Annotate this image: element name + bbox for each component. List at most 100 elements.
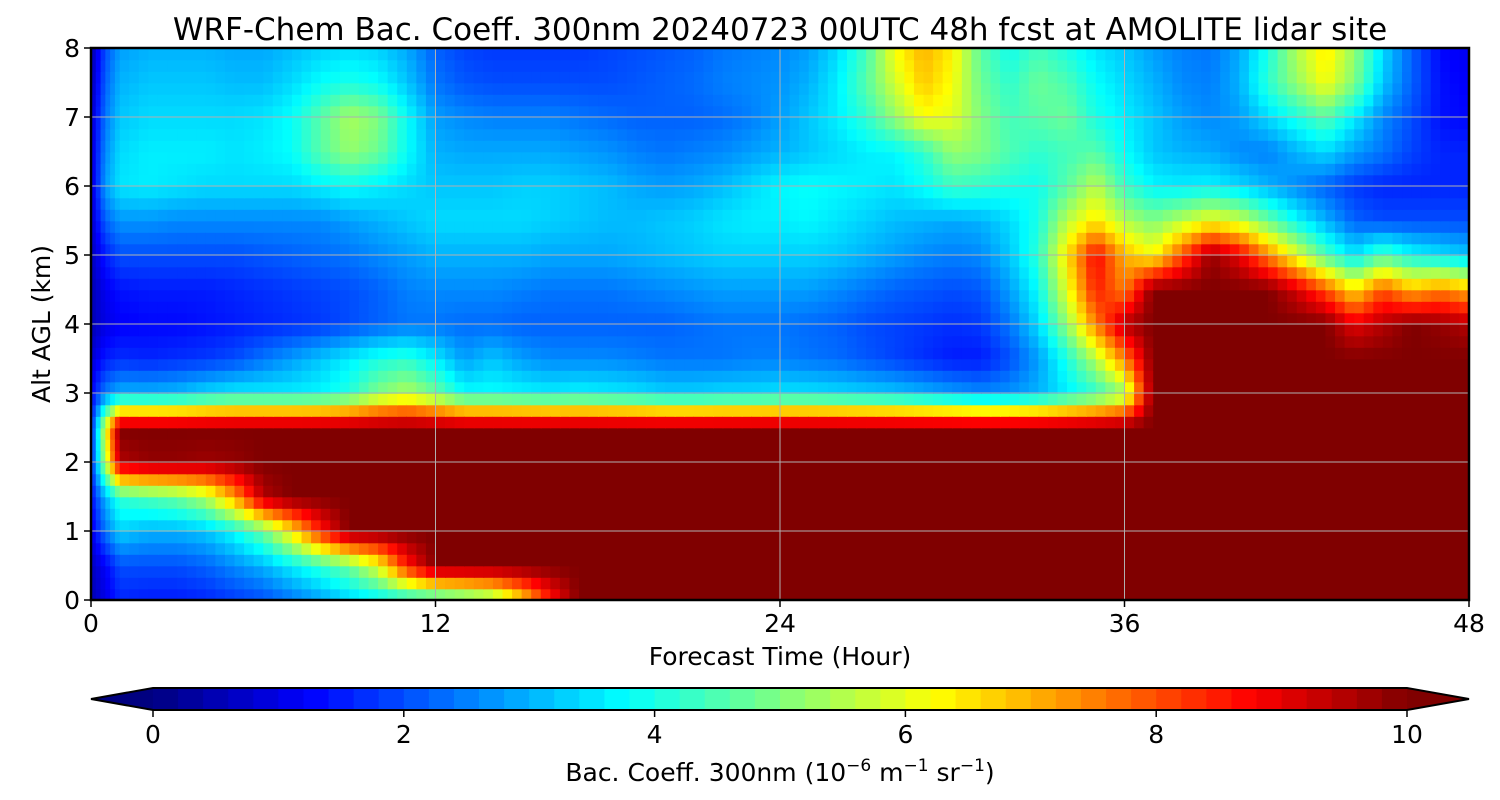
heatmap-cell [837, 508, 848, 521]
heatmap-cell [1162, 439, 1174, 452]
heatmap-cell [1248, 358, 1260, 371]
heatmap-cell [665, 358, 676, 371]
heatmap-cell [205, 347, 217, 360]
heatmap-cell [990, 416, 1001, 429]
heatmap-cell [1105, 266, 1116, 279]
heatmap-cell [378, 427, 389, 440]
heatmap-cell [473, 220, 485, 233]
heatmap-cell [114, 496, 121, 509]
heatmap-cell [961, 519, 973, 532]
heatmap-cell [138, 220, 150, 233]
heatmap-cell [473, 243, 485, 256]
heatmap-cell [272, 381, 284, 394]
heatmap-cell [1143, 450, 1155, 463]
heatmap-cell [789, 255, 800, 268]
heatmap-cell [1315, 404, 1327, 417]
heatmap-cell [703, 324, 714, 337]
heatmap-cell [1153, 220, 1164, 233]
heatmap-cell [349, 473, 360, 486]
heatmap-cell [1181, 324, 1193, 337]
heatmap-cell [942, 508, 954, 521]
heatmap-cell [1181, 301, 1193, 314]
heatmap-cell [885, 565, 896, 578]
heatmap-cell [100, 335, 107, 348]
heatmap-cell [1028, 220, 1040, 233]
heatmap-cell [588, 508, 599, 521]
heatmap-cell [837, 312, 848, 325]
heatmap-cell [368, 531, 379, 544]
heatmap-cell [550, 324, 561, 337]
heatmap-cell [904, 577, 915, 590]
heatmap-cell [1392, 531, 1403, 544]
heatmap-cell [1038, 577, 1049, 590]
heatmap-cell [1191, 416, 1202, 429]
heatmap-cell [224, 209, 236, 222]
heatmap-cell [942, 255, 954, 268]
heatmap-cell [1459, 554, 1469, 567]
heatmap-cell [234, 255, 245, 268]
heatmap-cell [1411, 565, 1422, 578]
heatmap-cell [1421, 232, 1432, 245]
heatmap-cell [282, 439, 293, 452]
heatmap-cell [397, 232, 408, 245]
heatmap-cell [550, 542, 561, 555]
heatmap-cell [1287, 324, 1298, 337]
heatmap-cell [454, 450, 466, 463]
heatmap-cell [129, 588, 140, 600]
heatmap-cell [693, 370, 705, 383]
heatmap-cell [1076, 554, 1088, 567]
heatmap-cell [119, 565, 131, 578]
heatmap-cell [971, 427, 982, 440]
heatmap-cell [91, 232, 97, 245]
heatmap-cell [942, 542, 954, 555]
heatmap-cell [894, 462, 906, 475]
heatmap-cell [196, 232, 207, 245]
heatmap-cell [502, 508, 513, 521]
heatmap-cell [483, 335, 494, 348]
heatmap-cell [559, 335, 571, 348]
heatmap-cell [1220, 278, 1231, 291]
heatmap-cell [1421, 335, 1432, 348]
heatmap-cell [789, 404, 800, 417]
heatmap-cell [866, 496, 877, 509]
heatmap-cell [1335, 531, 1346, 544]
heatmap-cell [1076, 243, 1088, 256]
heatmap-cell [1402, 347, 1413, 360]
heatmap-cell [110, 220, 116, 233]
heatmap-cell [95, 347, 102, 360]
heatmap-cell [1191, 404, 1202, 417]
heatmap-cell [311, 554, 322, 567]
heatmap-cell [1306, 554, 1317, 567]
heatmap-cell [1047, 473, 1059, 486]
heatmap-cell [1268, 577, 1279, 590]
heatmap-cell [148, 232, 159, 245]
heatmap-cell [1114, 508, 1126, 521]
heatmap-cell [1440, 358, 1451, 371]
heatmap-cell [646, 508, 657, 521]
heatmap-cell [311, 485, 322, 498]
heatmap-cell [569, 289, 580, 302]
heatmap-cell [1134, 485, 1145, 498]
heatmap-cell [1067, 266, 1078, 279]
heatmap-cell [416, 485, 427, 498]
heatmap-cell [406, 427, 418, 440]
heatmap-cell [894, 358, 906, 371]
heatmap-cell [827, 554, 839, 567]
heatmap-cell [330, 186, 341, 199]
heatmap-cell [224, 462, 236, 475]
heatmap-cell [961, 243, 973, 256]
heatmap-cell [397, 347, 408, 360]
heatmap-cell [856, 496, 867, 509]
heatmap-cell [464, 565, 475, 578]
heatmap-cell [263, 542, 274, 555]
heatmap-cell [1067, 255, 1078, 268]
heatmap-cell [1315, 393, 1327, 406]
heatmap-cell [636, 542, 647, 555]
heatmap-cell [215, 577, 226, 590]
heatmap-cell [100, 312, 107, 325]
heatmap-cell [473, 462, 485, 475]
heatmap-cell [760, 232, 772, 245]
heatmap-cell [598, 427, 609, 440]
heatmap-cell [349, 381, 360, 394]
heatmap-cell [1421, 278, 1432, 291]
